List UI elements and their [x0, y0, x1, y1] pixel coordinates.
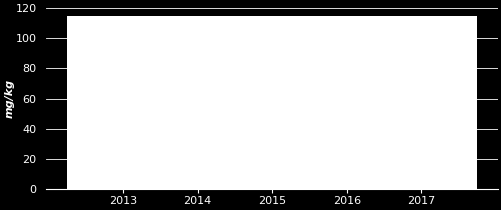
Bar — [400, 163, 441, 189]
Bar — [177, 160, 217, 189]
Y-axis label: mg/kg: mg/kg — [4, 79, 14, 118]
Bar — [326, 166, 367, 189]
Bar — [251, 162, 292, 189]
Bar — [102, 160, 143, 189]
